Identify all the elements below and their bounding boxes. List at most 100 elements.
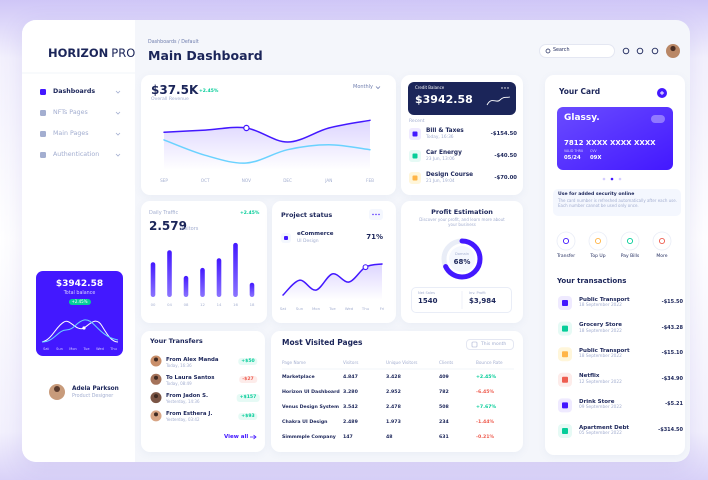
breadcrumb: Dashboards / Default: [148, 40, 199, 45]
user-name: Adela Parkson: [72, 386, 119, 392]
nav-item[interactable]: Main Pages: [53, 130, 89, 137]
arrow: [250, 434, 257, 440]
stats-box: [411, 287, 512, 313]
chevron: [375, 86, 381, 90]
table-cell: 782: [439, 390, 449, 395]
tx-amount: -$43.28: [661, 324, 683, 331]
action-label[interactable]: More: [656, 254, 668, 259]
column-header: Page Name: [282, 360, 306, 365]
menu-dot: [501, 87, 503, 89]
table-cell: 2.489: [343, 420, 358, 425]
nav-icon: [40, 152, 46, 158]
x-tick-label: OCT: [201, 178, 210, 183]
tx-glyph: [562, 325, 568, 332]
table-cell: 631: [439, 435, 449, 440]
bar: [216, 258, 222, 297]
donut-value: 68%: [453, 257, 471, 266]
action-label[interactable]: Top Up: [590, 254, 606, 259]
view-all[interactable]: View all: [224, 434, 249, 440]
x-tick-label: Thu: [361, 306, 370, 311]
action-glyph: [626, 237, 634, 245]
column-header: Unique Visitors: [386, 360, 418, 365]
menu-dot: [507, 87, 509, 89]
menu-dot: [372, 213, 374, 216]
tx-amount: -$5.21: [665, 401, 683, 408]
table-cell: Chakra UI Design: [282, 420, 328, 425]
donut-arc: [441, 238, 483, 280]
transfer-time: Today, 08:49: [166, 380, 192, 386]
table-title: Most Visited Pages: [282, 338, 363, 347]
transfers-card: [141, 331, 265, 452]
tx-name: Netflix: [579, 373, 600, 380]
nav-item[interactable]: Dashboards: [53, 88, 96, 95]
carousel-dot: [610, 177, 614, 181]
action-label[interactable]: Transfer: [556, 254, 576, 259]
action-label[interactable]: Pay Bills: [620, 254, 640, 259]
wallet-title: Your Card: [559, 87, 601, 96]
action-button: [588, 231, 608, 251]
revenue-label: Overall Revenue: [151, 97, 189, 102]
x-tick-label: Wed: [345, 306, 354, 311]
chart-title: Daily Traffic: [149, 210, 179, 216]
avatar-head: [154, 394, 158, 399]
action-button: [652, 231, 672, 251]
chevron: [115, 132, 121, 136]
nav-item[interactable]: NFTs Pages: [53, 109, 88, 116]
tx-date: 18 September 2022: [579, 354, 622, 360]
x-tick-label: 14: [217, 302, 222, 307]
user-role: Product Designer: [72, 394, 114, 399]
search-placeholder[interactable]: Search: [553, 48, 570, 53]
mini-day: Thu: [110, 347, 117, 351]
tx-amount: -$34.90: [661, 375, 683, 382]
period-select[interactable]: Monthly: [353, 84, 374, 90]
tx-date: 18 September 2022: [579, 328, 622, 334]
tx-glyph: [562, 351, 568, 358]
tx-name: Public Transport: [579, 347, 630, 354]
nav-icon: [40, 89, 46, 95]
valid-label: VALID THRU: [564, 149, 584, 153]
transfer-time: Yesterday, 14:36: [166, 399, 200, 405]
period-label[interactable]: This month: [481, 341, 507, 347]
area: [283, 264, 382, 300]
tx-date: 12 September 2022: [579, 379, 622, 385]
action-glyph: [562, 237, 570, 245]
tx-name: Design Course: [426, 172, 474, 178]
transfer-amount: -$27: [239, 376, 257, 384]
bar: [249, 282, 255, 297]
table-cell: +7.67%: [476, 405, 497, 410]
action-glyph: [594, 237, 602, 245]
table-cell: -1.44%: [476, 420, 495, 425]
nav-item[interactable]: Authentication: [53, 151, 100, 158]
table-cell: 3.542: [343, 405, 358, 410]
tx-date: 05 September 2022: [579, 431, 622, 436]
line: [163, 119, 371, 143]
avatar-head: [54, 386, 60, 392]
table-cell: Venus Design System: [282, 405, 339, 410]
balance-banner: [408, 82, 516, 115]
column-header: Bounce Rate: [476, 360, 503, 365]
project-item: eCommerce: [297, 231, 334, 237]
net-label: Net Sales: [418, 291, 436, 295]
x-tick-label: NOV: [242, 178, 251, 183]
table-cell: -6.45%: [476, 390, 495, 395]
tx-date: 18 September 2022: [579, 303, 622, 308]
donut-center: [449, 246, 475, 272]
tx-name: Apartment Debt: [579, 424, 630, 431]
column-header: Clients: [439, 360, 454, 365]
x-tick-label: 08: [184, 302, 189, 307]
line: [163, 139, 371, 164]
x-tick-label: 12: [200, 302, 205, 307]
x-tick-label: Sat: [280, 306, 287, 311]
tx-glyph: [412, 175, 418, 181]
tx-glyph: [562, 428, 568, 434]
mini-dot: [82, 326, 86, 330]
tx-glyph: [412, 131, 418, 137]
x-tick-label: Sun: [296, 306, 304, 311]
brand-name: HORIZON: [48, 46, 109, 60]
valid-date: 05/24: [564, 155, 581, 161]
mini-curve: [41, 319, 119, 343]
squiggle: [486, 96, 511, 106]
chevron: [115, 153, 121, 157]
note-box: [553, 189, 681, 216]
